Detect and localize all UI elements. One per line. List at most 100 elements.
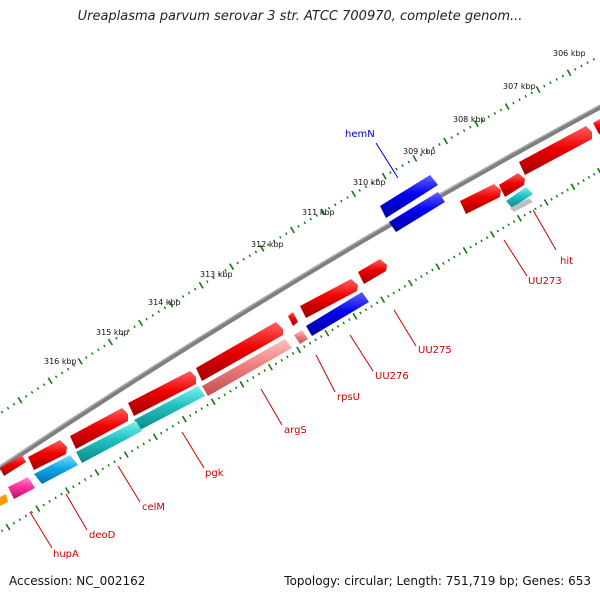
minor-tick (403, 285, 407, 288)
minor-tick (336, 324, 340, 328)
minor-tick (0, 410, 4, 414)
minor-tick (285, 232, 288, 236)
gene-arrow[interactable] (300, 279, 358, 318)
major-tick (123, 451, 129, 458)
major-tick (259, 244, 265, 252)
inner-tick-ring (0, 167, 600, 533)
gene-arrow[interactable] (593, 119, 600, 134)
minor-tick (72, 485, 75, 489)
gene-arrow[interactable] (28, 440, 67, 470)
gene-arrow[interactable] (358, 259, 387, 284)
minor-tick (419, 153, 423, 157)
tick-label: 310 kbp (353, 178, 386, 187)
gene-arrow[interactable] (389, 192, 445, 232)
minor-tick (266, 243, 270, 246)
gene-arrow[interactable] (128, 371, 196, 416)
minor-tick (501, 226, 505, 230)
gene-arrow[interactable] (70, 408, 128, 449)
gene-arrow[interactable] (8, 477, 35, 499)
gene-label-argS[interactable]: argS (284, 425, 307, 436)
major-tick (443, 137, 448, 145)
major-tick (504, 103, 510, 110)
minor-tick (142, 442, 145, 446)
minor-tick (229, 389, 232, 393)
major-tick (47, 377, 53, 385)
major-tick (138, 319, 144, 327)
major-tick (64, 487, 70, 494)
gene-label-celM[interactable]: celM (142, 502, 165, 513)
minor-tick (370, 181, 374, 185)
minor-tick (387, 294, 390, 298)
minor-tick (561, 74, 565, 78)
gene-label-hit[interactable]: hit (560, 256, 573, 267)
minor-tick (234, 386, 238, 390)
gene-label-deoD[interactable]: deoD (89, 530, 116, 541)
gene-label-hemN[interactable]: hemN (345, 129, 375, 140)
gene-arrow[interactable] (510, 198, 533, 212)
minor-tick (392, 291, 396, 295)
minor-tick (0, 529, 4, 533)
major-tick (535, 86, 541, 93)
gene-arrow[interactable] (196, 322, 283, 381)
accession-text: Accession: NC_002162 (9, 574, 146, 588)
gene-arrow[interactable] (76, 421, 142, 463)
gene-label-hupA[interactable]: hupA (53, 549, 79, 560)
gene-arrow[interactable] (294, 330, 308, 344)
major-tick (543, 199, 549, 206)
gene-label-pgk[interactable]: pgk (205, 468, 224, 479)
minor-tick (115, 336, 118, 340)
minor-tick (485, 236, 489, 239)
minor-tick (450, 136, 454, 139)
minor-tick (518, 98, 521, 102)
gene-label-rpsU[interactable]: rpsU (337, 392, 360, 403)
minor-tick (42, 383, 46, 386)
gene-arrow[interactable] (288, 312, 298, 326)
major-tick (17, 396, 23, 404)
minor-tick (272, 239, 276, 243)
minor-tick (171, 424, 175, 428)
minor-tick (133, 325, 136, 329)
major-tick (435, 263, 441, 271)
minor-tick (42, 503, 45, 507)
gene-label-layer: hemN hit UU273 UU275 UU276 rpsU argS pgk… (29, 129, 573, 560)
tick-label: 312 kbp (251, 240, 284, 249)
minor-tick (346, 196, 349, 199)
minor-tick (480, 239, 483, 243)
gene-arrow[interactable] (202, 339, 292, 396)
gene-label-UU276[interactable]: UU276 (375, 371, 409, 382)
minor-tick (370, 304, 373, 308)
minor-tick (438, 143, 441, 146)
tick-label: 309 kbp (403, 147, 436, 156)
minor-tick (389, 171, 392, 174)
major-tick (352, 312, 358, 320)
gene-arrow[interactable] (0, 494, 8, 506)
gene-arrow[interactable] (519, 126, 592, 175)
minor-tick (320, 335, 323, 338)
minor-tick (524, 94, 527, 98)
gene-arrow[interactable] (506, 187, 533, 208)
gene-arrow[interactable] (34, 455, 78, 484)
minor-tick (177, 421, 180, 425)
minor-tick (103, 344, 106, 348)
gene-arrow[interactable] (134, 386, 205, 430)
gene-arrow[interactable] (306, 292, 369, 336)
minor-tick (555, 194, 559, 198)
gene-arrow[interactable] (380, 175, 438, 218)
gene-arrow[interactable] (460, 184, 501, 214)
major-tick (210, 398, 216, 406)
major-tick (77, 357, 83, 365)
minor-tick (60, 492, 63, 496)
minor-tick (127, 329, 130, 332)
minor-tick (407, 160, 411, 164)
gene-arrow[interactable] (0, 455, 26, 476)
gene-label-UU273[interactable]: UU273 (528, 276, 562, 287)
minor-tick (72, 363, 76, 367)
minor-tick (375, 301, 379, 305)
gene-arrow[interactable] (499, 173, 525, 197)
minor-tick (580, 64, 583, 68)
major-tick (597, 167, 600, 174)
minor-tick (30, 510, 34, 514)
minor-tick (496, 229, 500, 233)
gene-label-UU275[interactable]: UU275 (418, 345, 452, 356)
minor-tick (121, 333, 124, 336)
